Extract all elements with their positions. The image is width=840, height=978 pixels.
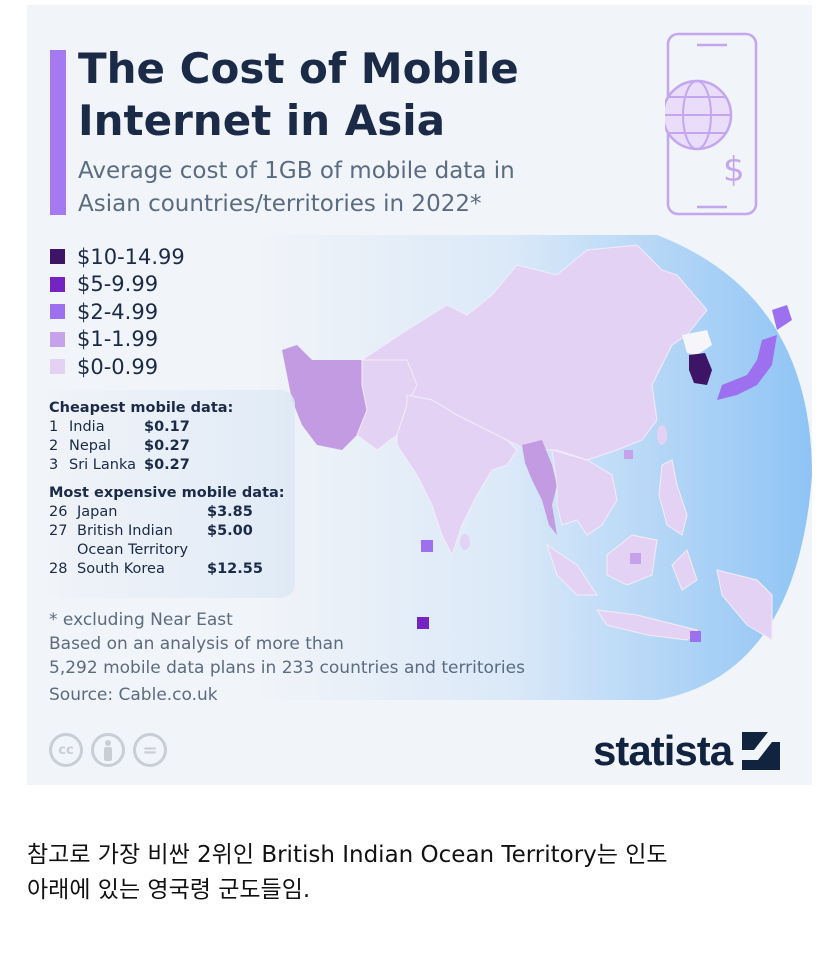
legend-label: $5-9.99 [77,272,159,297]
country: Sri Lanka [69,457,136,473]
price: $0.27 [144,457,190,473]
most-expensive-heading: Most expensive mobile data: [49,485,285,501]
region-myanmar [522,440,557,535]
country-line: British Indian [77,523,173,539]
source: Source: Cable.co.uk [49,685,218,705]
table-row: 26 Japan $3.85 [49,503,285,522]
attribution-icon[interactable] [91,733,125,767]
methodology-note: 5,292 mobile data plans in 233 countries… [49,658,525,678]
rank: 3 [49,457,59,473]
price: $0.27 [144,438,190,454]
table-row: 2 Nepal $0.27 [49,437,285,456]
price: $12.55 [207,561,263,577]
rank: 27 [49,523,68,539]
region-southeast-asia [551,449,618,536]
region-british-indian-ocean-territory [417,617,429,629]
asia-map [257,235,812,700]
region-brunei [630,553,641,564]
legend-swatch [50,249,65,265]
legend-swatch [50,276,65,292]
license-icons: cc = [49,733,167,767]
table-row: 3 Sri Lanka $0.27 [49,456,285,475]
region-japan [717,305,792,400]
region-iran [282,345,367,450]
table-row: 1 India $0.17 [49,418,285,437]
post-caption: 참고로 가장 비싼 2위인 British Indian Ocean Terri… [27,838,817,908]
title-line-2: Internet in Asia [78,96,446,145]
rank: 26 [49,504,68,520]
title-line-1: The Cost of Mobile [78,44,519,93]
price: $5.00 [207,523,253,539]
region-sri-lanka [460,534,470,550]
legend-swatch [50,304,65,320]
region-south-korea [689,353,712,385]
accent-bar [50,50,66,215]
phone-globe-dollar-icon: $ [665,32,758,216]
country: Nepal [69,438,111,454]
cc-icon[interactable]: cc [49,733,83,767]
methodology-note: Based on an analysis of more than [49,634,344,654]
notes: * excluding Near East Based on an analys… [49,608,525,707]
legend-swatch [50,359,65,375]
legend-label: $2-4.99 [77,299,159,324]
region-afghanistan-pakistan [356,359,418,451]
ranking-panel [35,390,295,598]
region-india [396,394,518,557]
legend-label: $0-0.99 [77,354,159,379]
country: South Korea [77,561,165,577]
subtitle-line-1: Average cost of 1GB of mobile data in [78,158,515,184]
subtitle-line-2: Asian countries/territories in 2022* [78,191,482,217]
price: $3.85 [207,504,253,520]
legend-item: $1-1.99 [50,326,185,354]
rank: 28 [49,561,68,577]
region-maldives [421,540,433,552]
subtitle: Average cost of 1GB of mobile data in As… [78,155,515,221]
page-title: The Cost of Mobile Internet in Asia [78,43,519,147]
no-derivatives-icon[interactable]: = [133,733,167,767]
legend-item: $0-0.99 [50,353,185,381]
price: $0.17 [144,419,190,435]
rank: 1 [49,419,59,435]
brand-wordmark: statista [593,727,733,774]
rank: 2 [49,438,59,454]
svg-text:$: $ [723,150,745,190]
region-hong-kong [624,450,633,459]
cheapest-heading: Cheapest mobile data: [49,400,234,416]
country: India [69,419,105,435]
statista-logo: statista [593,727,781,775]
table-row: 27 British Indian Ocean Territory $5.00 [49,522,285,560]
ranking-tables: Cheapest mobile data: 1 India $0.17 2 Nepal… [49,400,285,579]
country: British Indian Ocean Territory [77,522,207,560]
legend-label: $1-1.99 [77,327,159,352]
table-row: 28 South Korea $12.55 [49,560,285,579]
caption-line: 아래에 있는 영국령 군도들임. [27,877,311,903]
footnote: * excluding Near East [49,610,233,630]
infographic: The Cost of Mobile Internet in Asia Aver… [27,5,812,785]
region-philippines [658,459,688,536]
legend-label: $10-14.99 [77,244,185,269]
legend-item: $5-9.99 [50,271,185,299]
region-north-korea [682,330,712,355]
statista-mark-icon [742,732,781,770]
legend: $10-14.99 $5-9.99 $2-4.99 $1-1.99 $0-0.9… [50,243,185,381]
country: Japan [77,504,118,520]
legend-item: $2-4.99 [50,298,185,326]
country-line: Ocean Territory [77,542,189,558]
caption-line: 참고로 가장 비싼 2위인 British Indian Ocean Terri… [27,842,668,868]
region-timor-leste [690,631,701,642]
legend-swatch [50,331,65,347]
legend-item: $10-14.99 [50,243,185,271]
region-taiwan [657,425,667,445]
